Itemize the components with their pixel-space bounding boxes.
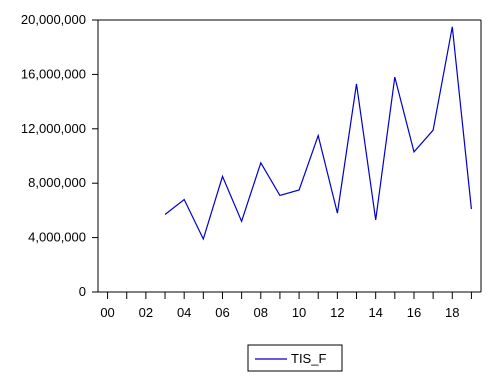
- x-tick-label: 04: [177, 305, 191, 320]
- y-tick-label: 8,000,000: [28, 175, 86, 190]
- y-tick-label: 12,000,000: [21, 121, 86, 136]
- x-axis: 00 02 04 06 08 10 12 14 16 18: [98, 291, 481, 320]
- legend-label: TIS_F: [291, 351, 326, 366]
- x-tick-label: 08: [254, 305, 268, 320]
- x-tick-label: 18: [445, 305, 459, 320]
- legend: TIS_F: [247, 344, 343, 372]
- plot-frame: [98, 19, 482, 292]
- x-tick-label: 10: [292, 305, 306, 320]
- x-tick-label: 00: [100, 305, 114, 320]
- y-tick-label: 4,000,000: [28, 230, 86, 245]
- series-line-tis-f: [164, 26, 472, 241]
- legend-box: [247, 344, 343, 372]
- y-tick-label: 16,000,000: [21, 66, 86, 81]
- x-tick-label: 02: [139, 305, 153, 320]
- x-tick-label: 12: [330, 305, 344, 320]
- y-axis: 0 4,000,000 8,000,000 12,000,000 16,000,000 2…: [21, 12, 99, 299]
- y-tick-label: 20,000,000: [21, 12, 86, 27]
- series-layer: [164, 26, 472, 241]
- y-tick-label: 0: [79, 284, 86, 299]
- x-tick-label: 14: [368, 305, 382, 320]
- x-tick-label: 16: [407, 305, 421, 320]
- x-tick-label: 06: [215, 305, 229, 320]
